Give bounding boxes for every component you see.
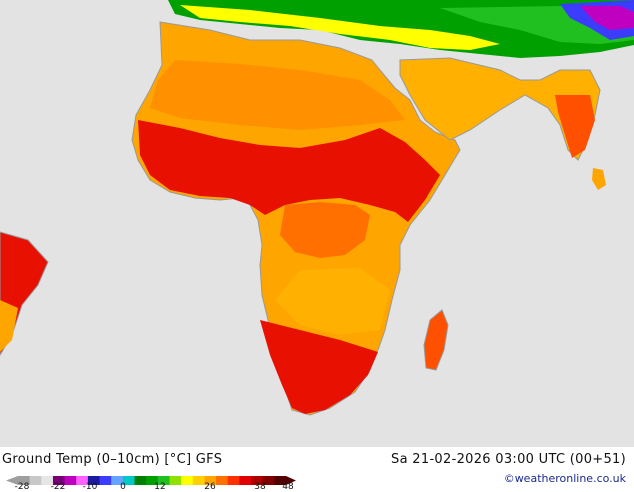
scale-swatch [216,476,229,485]
scale-tick-label: 26 [204,482,216,492]
scale-swatch [29,476,42,485]
color-scale-bar [6,476,296,485]
scale-tick-label: 12 [154,482,166,492]
scale-swatch [157,476,170,485]
valid-time: Sa 21-02-2026 03:00 UTC (00+51) [391,452,626,467]
scale-tick-label: 0 [120,482,126,492]
scale-swatch [87,476,101,485]
scale-swatch [111,476,124,485]
scale-swatch [274,476,287,485]
scale-swatch [251,476,264,485]
scale-swatch [192,476,205,485]
scale-tick-label: 48 [282,482,294,492]
africa-landmass [131,21,461,416]
scale-swatch [99,476,112,485]
scale-swatch [146,476,159,485]
scale-swatch [18,476,31,485]
scale-tick-label: -28 [14,482,30,492]
credit-link[interactable]: ©weatheronline.co.uk [503,472,626,485]
islands-and-south-america [0,231,449,371]
arabia-india [399,57,606,190]
scale-swatch [122,476,136,485]
scale-swatch [227,476,240,485]
scale-swatch [76,476,89,485]
scale-swatch [41,476,54,485]
scale-swatch [134,476,147,485]
temperature-map [0,0,634,447]
scale-swatch [64,476,77,485]
scale-left-arrow [6,476,18,485]
scale-swatch [181,476,194,485]
scale-tick-label: 38 [254,482,266,492]
north-band [168,0,634,58]
africa-temperature-svg [0,0,634,416]
color-scale-legend: -28 -22 -10 0 12 26 38 48 [0,471,300,492]
map-title: Ground Temp (0–10cm) [°C] GFS [2,452,223,467]
scale-right-arrow [286,476,296,485]
scale-swatch [262,476,275,485]
scale-tick-label: -10 [82,482,98,492]
footer-bar: Ground Temp (0–10cm) [°C] GFS Sa 21-02-2… [0,447,634,492]
scale-swatch [52,476,66,485]
scale-swatch [169,476,182,485]
scale-swatch [204,476,217,485]
scale-tick-label: -22 [50,482,66,492]
scale-swatch [239,476,252,485]
